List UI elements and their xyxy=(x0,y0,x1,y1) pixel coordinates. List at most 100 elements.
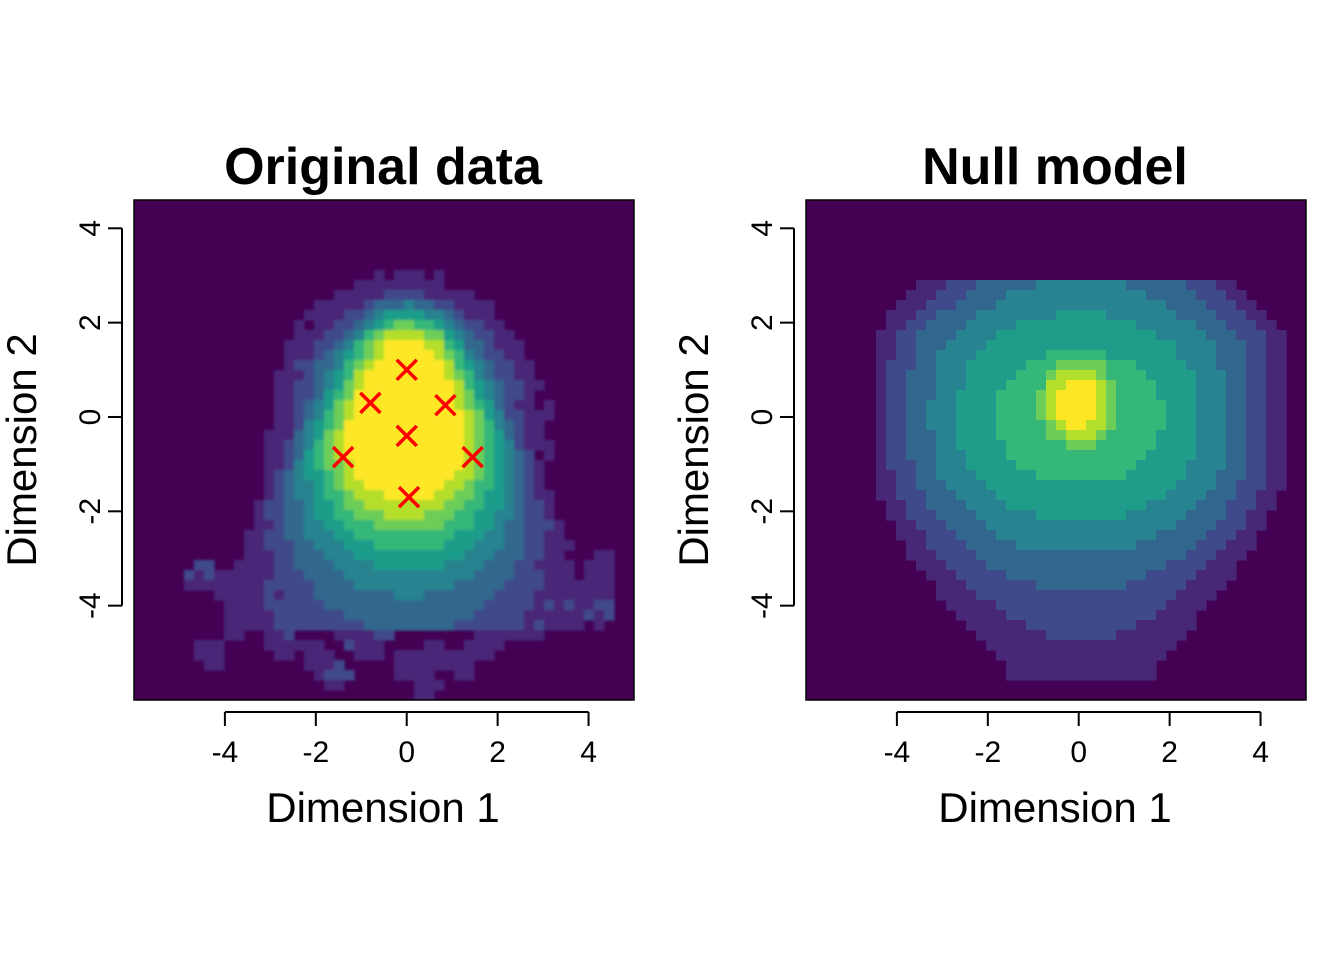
density-cell xyxy=(1256,350,1267,361)
density-cell xyxy=(1096,530,1107,541)
density-cell xyxy=(304,450,315,461)
density-cell xyxy=(1056,470,1067,481)
density-cell xyxy=(444,360,455,371)
density-cell xyxy=(414,290,425,301)
density-cell xyxy=(434,460,445,471)
density-cell xyxy=(946,420,957,431)
density-cell xyxy=(484,580,495,591)
density-cell xyxy=(1056,350,1067,361)
density-cell xyxy=(1146,660,1157,671)
density-cell xyxy=(354,640,365,651)
density-cell xyxy=(394,480,405,491)
density-cell xyxy=(1036,590,1047,601)
density-cell xyxy=(1166,550,1177,561)
y-tick-label: 2 xyxy=(746,314,779,331)
density-cell xyxy=(1196,550,1207,561)
density-cell xyxy=(384,610,395,621)
density-cell xyxy=(1056,580,1067,591)
density-cell xyxy=(876,400,887,411)
density-cell xyxy=(514,450,525,461)
density-cell xyxy=(264,440,275,451)
density-cell xyxy=(324,330,335,341)
density-cell xyxy=(494,510,505,521)
density-cell xyxy=(1226,420,1237,431)
density-cell xyxy=(1236,460,1247,471)
density-cell xyxy=(1106,550,1117,561)
density-cell xyxy=(1026,510,1037,521)
density-cell xyxy=(294,380,305,391)
density-cell xyxy=(314,380,325,391)
density-cell xyxy=(946,290,957,301)
density-cell xyxy=(434,300,445,311)
density-cell xyxy=(1086,340,1097,351)
density-cell xyxy=(936,540,947,551)
density-cell xyxy=(474,540,485,551)
density-cell xyxy=(996,360,1007,371)
density-cell xyxy=(906,290,917,301)
density-cell xyxy=(564,540,575,551)
density-cell xyxy=(896,310,907,321)
density-cell xyxy=(364,490,375,501)
density-cell xyxy=(1086,550,1097,561)
density-cell xyxy=(274,440,285,451)
density-cell xyxy=(1246,510,1257,521)
density-cell xyxy=(404,460,415,471)
density-cell xyxy=(1046,510,1057,521)
density-cell xyxy=(434,660,445,671)
density-cell xyxy=(474,510,485,521)
density-cell xyxy=(354,360,365,371)
density-cell xyxy=(354,350,365,361)
density-cell xyxy=(404,510,415,521)
density-cell xyxy=(484,500,495,511)
density-cell xyxy=(234,620,245,631)
density-cell xyxy=(906,420,917,431)
density-cell xyxy=(1206,340,1217,351)
density-cell xyxy=(956,380,967,391)
density-cell xyxy=(946,360,957,371)
density-cell xyxy=(956,520,967,531)
density-cell xyxy=(946,530,957,541)
density-cell xyxy=(384,380,395,391)
density-cell xyxy=(1036,430,1047,441)
density-cell xyxy=(1086,390,1097,401)
density-cell xyxy=(1026,530,1037,541)
density-cell xyxy=(434,530,445,541)
density-cell xyxy=(1076,580,1087,591)
density-cell xyxy=(906,480,917,491)
density-cell xyxy=(1136,490,1147,501)
density-cell xyxy=(484,550,495,561)
density-cell xyxy=(1066,480,1077,491)
density-cell xyxy=(284,630,295,641)
density-cell xyxy=(1166,490,1177,501)
density-cell xyxy=(414,680,425,691)
density-cell xyxy=(1166,350,1177,361)
density-cell xyxy=(514,430,525,441)
density-cell xyxy=(1166,630,1177,641)
density-cell xyxy=(1266,330,1277,341)
density-cell xyxy=(1096,600,1107,611)
density-cell xyxy=(1166,400,1177,411)
density-cell xyxy=(484,340,495,351)
density-cell xyxy=(1036,660,1047,671)
density-cell xyxy=(1096,400,1107,411)
density-cell xyxy=(1246,350,1257,361)
density-cell xyxy=(1206,420,1217,431)
density-cell xyxy=(504,520,515,531)
density-cell xyxy=(946,510,957,521)
y-tick-label: 2 xyxy=(74,314,107,331)
density-cell xyxy=(996,580,1007,591)
density-cell xyxy=(1216,540,1227,551)
density-cell xyxy=(384,340,395,351)
density-cell xyxy=(514,600,525,611)
density-cell xyxy=(534,500,545,511)
density-cell xyxy=(324,540,335,551)
density-cell xyxy=(534,480,545,491)
density-cell xyxy=(414,610,425,621)
density-cell xyxy=(1056,390,1067,401)
density-cell xyxy=(494,410,505,421)
density-cell xyxy=(304,340,315,351)
density-cell xyxy=(1016,570,1027,581)
density-cell xyxy=(384,430,395,441)
density-cell xyxy=(334,310,345,321)
density-cell xyxy=(324,440,335,451)
